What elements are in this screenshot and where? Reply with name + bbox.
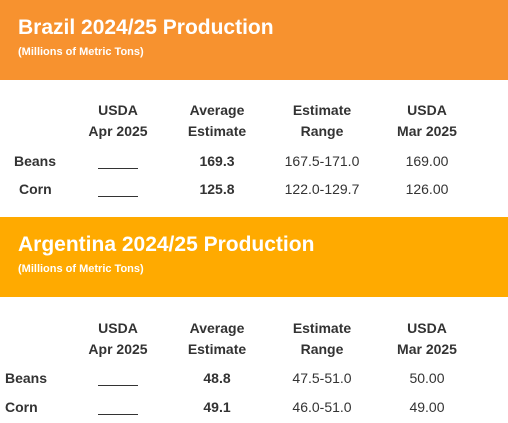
row-label-corn: Corn [19, 181, 52, 197]
average-estimate-value: 125.8 [199, 181, 235, 197]
usda-mar-value: 126.00 [405, 181, 449, 197]
col-header-estimate-range: Estimate Range [292, 320, 352, 357]
col-header-estimate-range: Estimate Range [292, 102, 352, 139]
usda-apr-blank [98, 180, 138, 197]
argentina-banner: Argentina 2024/25 Production (Millions o… [0, 217, 508, 297]
estimate-range-value: 167.5-171.0 [284, 153, 360, 169]
usda-mar-value: 169.00 [405, 153, 449, 169]
average-estimate-value: 48.8 [203, 370, 231, 386]
col-header-usda-apr: USDA Apr 2025 [88, 320, 148, 357]
usda-apr-blank [98, 369, 138, 386]
brazil-subtitle: (Millions of Metric Tons) [18, 46, 144, 58]
row-label-corn: Corn [5, 399, 38, 415]
usda-mar-value: 49.00 [409, 399, 445, 415]
estimate-range-value: 46.0-51.0 [292, 399, 352, 415]
brazil-title: Brazil 2024/25 Production [18, 16, 274, 39]
average-estimate-value: 49.1 [203, 399, 231, 415]
col-header-average-estimate: Average Estimate [187, 320, 247, 357]
average-estimate-value: 169.3 [199, 153, 235, 169]
usda-apr-blank [98, 398, 138, 415]
argentina-subtitle: (Millions of Metric Tons) [18, 263, 144, 275]
col-header-usda-apr: USDA Apr 2025 [88, 102, 148, 139]
argentina-section: Argentina 2024/25 Production (Millions o… [0, 217, 508, 423]
estimate-range-value: 47.5-51.0 [292, 370, 352, 386]
usda-mar-value: 50.00 [409, 370, 445, 386]
row-label-beans: Beans [14, 153, 57, 169]
col-header-usda-mar: USDA Mar 2025 [397, 102, 457, 139]
row-label-beans: Beans [5, 370, 48, 386]
col-header-usda-mar: USDA Mar 2025 [397, 320, 457, 357]
brazil-section: Brazil 2024/25 Production (Millions of M… [0, 0, 508, 197]
estimate-range-value: 122.0-129.7 [284, 181, 360, 197]
usda-apr-blank [98, 152, 138, 169]
brazil-banner: Brazil 2024/25 Production (Millions of M… [0, 0, 508, 80]
col-header-average-estimate: Average Estimate [187, 102, 247, 139]
argentina-title: Argentina 2024/25 Production [18, 233, 315, 256]
